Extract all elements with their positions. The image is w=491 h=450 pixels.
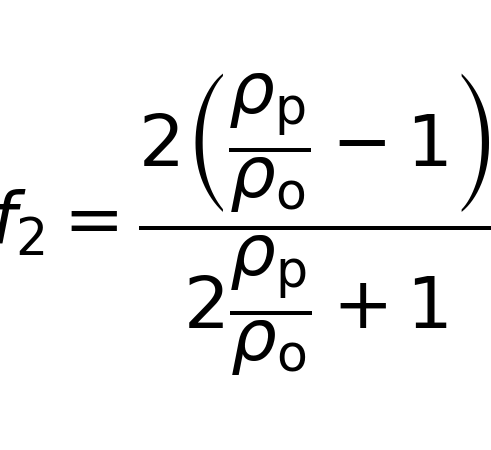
- Text: $f_2 = \dfrac{2\left(\dfrac{\rho_{\rm p}}{\rho_{\rm o}} - 1\right)}{2\dfrac{\rho: $f_2 = \dfrac{2\left(\dfrac{\rho_{\rm p}…: [0, 72, 491, 378]
